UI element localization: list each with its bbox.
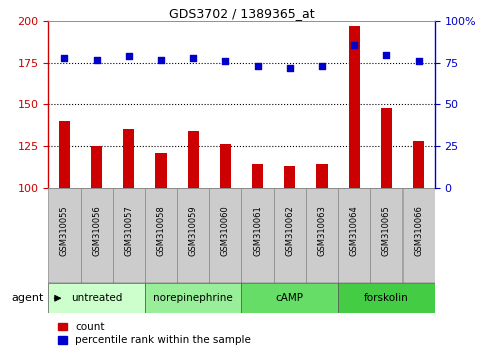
Bar	[220, 144, 231, 188]
Bar	[242, 188, 274, 283]
Bar	[48, 283, 145, 313]
Point	[189, 55, 197, 61]
Point	[157, 57, 165, 62]
Bar	[284, 166, 296, 188]
Bar	[413, 141, 424, 188]
Point	[383, 52, 390, 57]
Bar	[209, 188, 242, 283]
Bar	[338, 283, 435, 313]
Bar	[370, 188, 402, 283]
Bar	[123, 130, 134, 188]
Point	[93, 57, 100, 62]
Text: agent: agent	[11, 293, 43, 303]
Bar	[81, 188, 113, 283]
Point	[318, 63, 326, 69]
Bar	[59, 121, 70, 188]
Bar	[306, 188, 338, 283]
Bar	[338, 188, 370, 283]
Text: GSM310059: GSM310059	[189, 205, 198, 256]
Text: GSM310055: GSM310055	[60, 205, 69, 256]
Text: GSM310056: GSM310056	[92, 205, 101, 256]
Bar	[187, 131, 199, 188]
Text: untreated: untreated	[71, 293, 122, 303]
Text: norepinephrine: norepinephrine	[153, 293, 233, 303]
Title: GDS3702 / 1389365_at: GDS3702 / 1389365_at	[169, 7, 314, 20]
Bar	[316, 164, 327, 188]
Point	[125, 53, 133, 59]
Bar	[48, 188, 81, 283]
Legend: count, percentile rank within the sample: count, percentile rank within the sample	[58, 322, 251, 345]
Point	[286, 65, 294, 71]
Bar	[349, 26, 360, 188]
Bar	[274, 188, 306, 283]
Bar	[156, 153, 167, 188]
Bar	[242, 283, 338, 313]
Text: GSM310062: GSM310062	[285, 205, 294, 256]
Bar	[113, 188, 145, 283]
Text: forskolin: forskolin	[364, 293, 409, 303]
Text: GSM310058: GSM310058	[156, 205, 166, 256]
Bar	[402, 188, 435, 283]
Point	[415, 58, 423, 64]
Text: GSM310064: GSM310064	[350, 205, 359, 256]
Bar	[91, 146, 102, 188]
Text: GSM310061: GSM310061	[253, 205, 262, 256]
Text: GSM310057: GSM310057	[124, 205, 133, 256]
Text: GSM310060: GSM310060	[221, 205, 230, 256]
Bar	[145, 188, 177, 283]
Bar	[252, 164, 263, 188]
Bar	[381, 108, 392, 188]
Text: GSM310063: GSM310063	[317, 205, 327, 256]
Text: GSM310065: GSM310065	[382, 205, 391, 256]
Bar	[145, 283, 242, 313]
Point	[254, 63, 261, 69]
Point	[60, 55, 68, 61]
Point	[350, 42, 358, 47]
Bar	[177, 188, 209, 283]
Text: cAMP: cAMP	[276, 293, 304, 303]
Text: GSM310066: GSM310066	[414, 205, 423, 256]
Point	[222, 58, 229, 64]
